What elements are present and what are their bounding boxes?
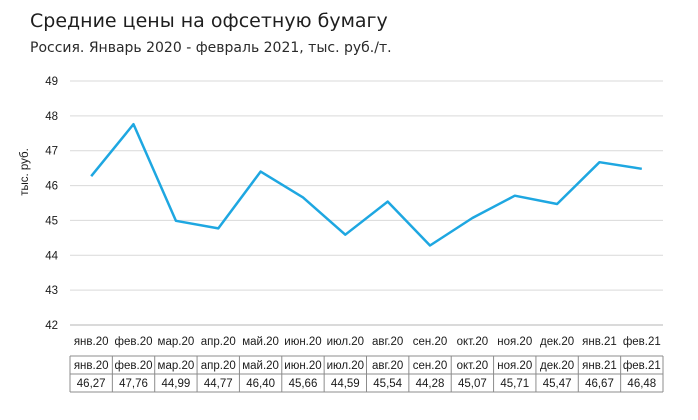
table-value-cell: 44,28 [416, 378, 445, 390]
table-header-cell: авг.20 [372, 360, 403, 372]
table-header-cell: ноя.20 [497, 360, 532, 372]
x-tick-label: ноя.20 [497, 336, 532, 348]
x-tick-label: янв.20 [74, 336, 109, 348]
x-tick-label: фев.20 [115, 336, 153, 348]
table-value-cell: 44,77 [204, 378, 233, 390]
table-header-cell: апр.20 [201, 360, 236, 372]
chart-subtitle: Россия. Январь 2020 - февраль 2021, тыс.… [30, 40, 392, 56]
x-tick-label: июл.20 [327, 336, 365, 348]
table-header-cell: мар.20 [158, 360, 195, 372]
x-tick-label: авг.20 [372, 336, 403, 348]
x-tick-label: окт.20 [457, 336, 489, 348]
table-value-cell: 45,54 [373, 378, 402, 390]
y-tick-label: 47 [45, 146, 58, 158]
table-value-cell: 46,40 [246, 378, 275, 390]
table-value-cell: 45,66 [289, 378, 318, 390]
grid-lines [70, 80, 663, 326]
table-header-cell: сен.20 [413, 360, 447, 372]
y-tick-label: 43 [45, 285, 58, 297]
y-tick-label: 42 [45, 320, 58, 332]
y-tick-label: 48 [45, 111, 58, 123]
x-tick-label: дек.20 [540, 336, 574, 348]
x-tick-label: апр.20 [201, 336, 236, 348]
table-value-cell: 46,48 [627, 378, 656, 390]
table-header-cell: май.20 [242, 360, 279, 372]
x-axis-labels: янв.20 фев.20 мар.20 апр.20 май.20 июн.20 июл.… [74, 336, 661, 348]
x-tick-label: сен.20 [413, 336, 447, 348]
y-axis-ticks: 42 43 44 45 46 47 48 49 [45, 76, 58, 332]
y-tick-label: 49 [45, 76, 58, 88]
table-value-cell: 46,27 [77, 378, 106, 390]
y-tick-label: 45 [45, 215, 58, 227]
x-tick-label: май.20 [242, 336, 279, 348]
table-header-cell: фев.21 [623, 360, 661, 372]
table-value-cell: 45,47 [543, 378, 572, 390]
series-line [90, 122, 642, 247]
table-value-cell: 44,99 [162, 378, 191, 390]
table-header-cell: янв.20 [74, 360, 109, 372]
table-header-cell: июл.20 [327, 360, 365, 372]
table-header-cell: окт.20 [457, 360, 489, 372]
x-tick-label: янв.21 [582, 336, 617, 348]
data-table: янв.20 фев.20 мар.20 апр.20 май.20 июн.20 июл.… [69, 355, 664, 393]
x-tick-label: июн.20 [284, 336, 321, 348]
chart-title: Средние цены на офсетную бумагу [30, 10, 388, 32]
x-tick-label: фев.21 [623, 336, 661, 348]
table-value-cell: 45,07 [458, 378, 487, 390]
y-tick-label: 44 [45, 250, 58, 262]
y-tick-label: 46 [45, 181, 58, 193]
table-value-cell: 47,76 [119, 378, 148, 390]
table-header-cell: янв.21 [582, 360, 617, 372]
table-value-cell: 46,67 [585, 378, 614, 390]
table-value-cell: 45,71 [500, 378, 529, 390]
table-header-cell: июн.20 [284, 360, 321, 372]
table-header-cell: дек.20 [540, 360, 574, 372]
y-axis-label: тыс. руб. [19, 148, 31, 196]
x-tick-label: мар.20 [158, 336, 195, 348]
table-header-cell: фев.20 [115, 360, 153, 372]
table-value-cell: 44,59 [331, 378, 360, 390]
